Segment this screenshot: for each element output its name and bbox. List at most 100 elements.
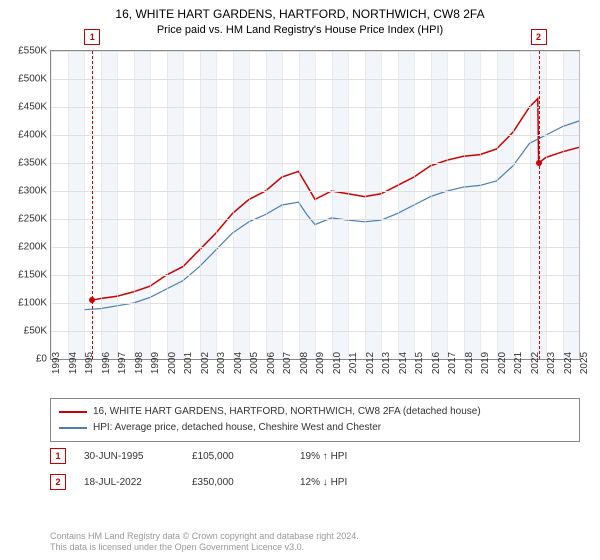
transaction-index-1: 1 <box>50 448 66 464</box>
legend-swatch-hpi <box>59 427 87 429</box>
gridline-v <box>579 51 580 359</box>
x-tick-label: 2009 <box>315 352 326 374</box>
y-tick-label: £500K <box>18 74 47 85</box>
gridline-v <box>216 51 217 359</box>
gridline-v <box>68 51 69 359</box>
event-marker-line <box>92 51 93 359</box>
gridline-v <box>233 51 234 359</box>
x-tick-label: 1994 <box>68 352 79 374</box>
x-tick-label: 2019 <box>480 352 491 374</box>
transaction-dot <box>89 297 95 303</box>
x-tick-label: 2017 <box>447 352 458 374</box>
title-line-1: 16, WHITE HART GARDENS, HARTFORD, NORTHW… <box>0 6 600 23</box>
gridline-v <box>414 51 415 359</box>
gridline-v <box>117 51 118 359</box>
legend-swatch-price-paid <box>59 411 87 413</box>
gridline-v <box>200 51 201 359</box>
y-tick-label: £50K <box>24 326 47 337</box>
x-tick-label: 2012 <box>365 352 376 374</box>
transaction-delta-1: 19% ↑ HPI <box>300 451 390 462</box>
gridline-v <box>299 51 300 359</box>
x-tick-label: 2001 <box>183 352 194 374</box>
x-tick-label: 2014 <box>398 352 409 374</box>
gridline-v <box>183 51 184 359</box>
x-tick-label: 2011 <box>348 352 359 374</box>
x-tick-label: 2006 <box>266 352 277 374</box>
gridline-v <box>480 51 481 359</box>
gridline-v <box>497 51 498 359</box>
gridline-v <box>282 51 283 359</box>
x-tick-label: 2000 <box>167 352 178 374</box>
y-tick-label: £250K <box>18 214 47 225</box>
x-tick-label: 2023 <box>546 352 557 374</box>
transaction-date-1: 30-JUN-1995 <box>84 451 174 462</box>
x-tick-label: 1995 <box>84 352 95 374</box>
x-tick-label: 2018 <box>464 352 475 374</box>
series-line-price_paid <box>92 99 579 301</box>
gridline-v <box>315 51 316 359</box>
legend-label-hpi: HPI: Average price, detached house, Ches… <box>93 420 381 436</box>
y-tick-label: £300K <box>18 186 47 197</box>
x-tick-label: 1998 <box>134 352 145 374</box>
gridline-v <box>150 51 151 359</box>
transaction-dot <box>536 160 542 166</box>
gridline-v <box>431 51 432 359</box>
legend-item-price-paid: 16, WHITE HART GARDENS, HARTFORD, NORTHW… <box>59 404 571 420</box>
gridline-v <box>546 51 547 359</box>
x-tick-label: 1999 <box>150 352 161 374</box>
transaction-row-1: 1 30-JUN-1995 £105,000 19% ↑ HPI <box>50 448 580 464</box>
gridline-v <box>381 51 382 359</box>
gridline-v <box>84 51 85 359</box>
x-tick-label: 2004 <box>233 352 244 374</box>
gridline-v <box>51 51 52 359</box>
y-tick-label: £550K <box>18 46 47 57</box>
x-tick-label: 2008 <box>299 352 310 374</box>
legend-item-hpi: HPI: Average price, detached house, Ches… <box>59 420 571 436</box>
transaction-price-2: £350,000 <box>192 477 282 488</box>
gridline-v <box>167 51 168 359</box>
y-tick-label: £350K <box>18 158 47 169</box>
transaction-price-1: £105,000 <box>192 451 282 462</box>
footnote-line-1: Contains HM Land Registry data © Crown c… <box>50 531 580 543</box>
event-marker-line <box>539 51 540 359</box>
x-tick-label: 2005 <box>249 352 260 374</box>
x-tick-label: 2020 <box>497 352 508 374</box>
x-tick-label: 2021 <box>513 352 524 374</box>
event-marker-label: 2 <box>531 29 547 45</box>
chart-plot-area: £0£50K£100K£150K£200K£250K£300K£350K£400… <box>50 50 580 360</box>
gridline-v <box>530 51 531 359</box>
y-tick-label: £100K <box>18 298 47 309</box>
x-tick-label: 2010 <box>332 352 343 374</box>
gridline-v <box>101 51 102 359</box>
transaction-row-2: 2 18-JUL-2022 £350,000 12% ↓ HPI <box>50 474 580 490</box>
x-tick-label: 2024 <box>563 352 574 374</box>
gridline-v <box>332 51 333 359</box>
transaction-date-2: 18-JUL-2022 <box>84 477 174 488</box>
gridline-v <box>348 51 349 359</box>
x-tick-label: 1997 <box>117 352 128 374</box>
x-tick-label: 2002 <box>200 352 211 374</box>
gridline-v <box>398 51 399 359</box>
gridline-v <box>447 51 448 359</box>
footnote-line-2: This data is licensed under the Open Gov… <box>50 542 580 554</box>
y-tick-label: £450K <box>18 102 47 113</box>
transaction-delta-2: 12% ↓ HPI <box>300 477 390 488</box>
gridline-v <box>365 51 366 359</box>
x-tick-label: 2007 <box>282 352 293 374</box>
x-tick-label: 2025 <box>579 352 590 374</box>
gridline-v <box>134 51 135 359</box>
gridline-v <box>464 51 465 359</box>
y-tick-label: £0 <box>36 354 47 365</box>
y-tick-label: £150K <box>18 270 47 281</box>
gridline-v <box>513 51 514 359</box>
x-tick-label: 2016 <box>431 352 442 374</box>
gridline-v <box>563 51 564 359</box>
legend-label-price-paid: 16, WHITE HART GARDENS, HARTFORD, NORTHW… <box>93 404 481 420</box>
x-tick-label: 1993 <box>51 352 62 374</box>
footnote: Contains HM Land Registry data © Crown c… <box>50 531 580 554</box>
y-tick-label: £200K <box>18 242 47 253</box>
transaction-index-2: 2 <box>50 474 66 490</box>
x-tick-label: 2013 <box>381 352 392 374</box>
gridline-v <box>249 51 250 359</box>
x-tick-label: 2015 <box>414 352 425 374</box>
